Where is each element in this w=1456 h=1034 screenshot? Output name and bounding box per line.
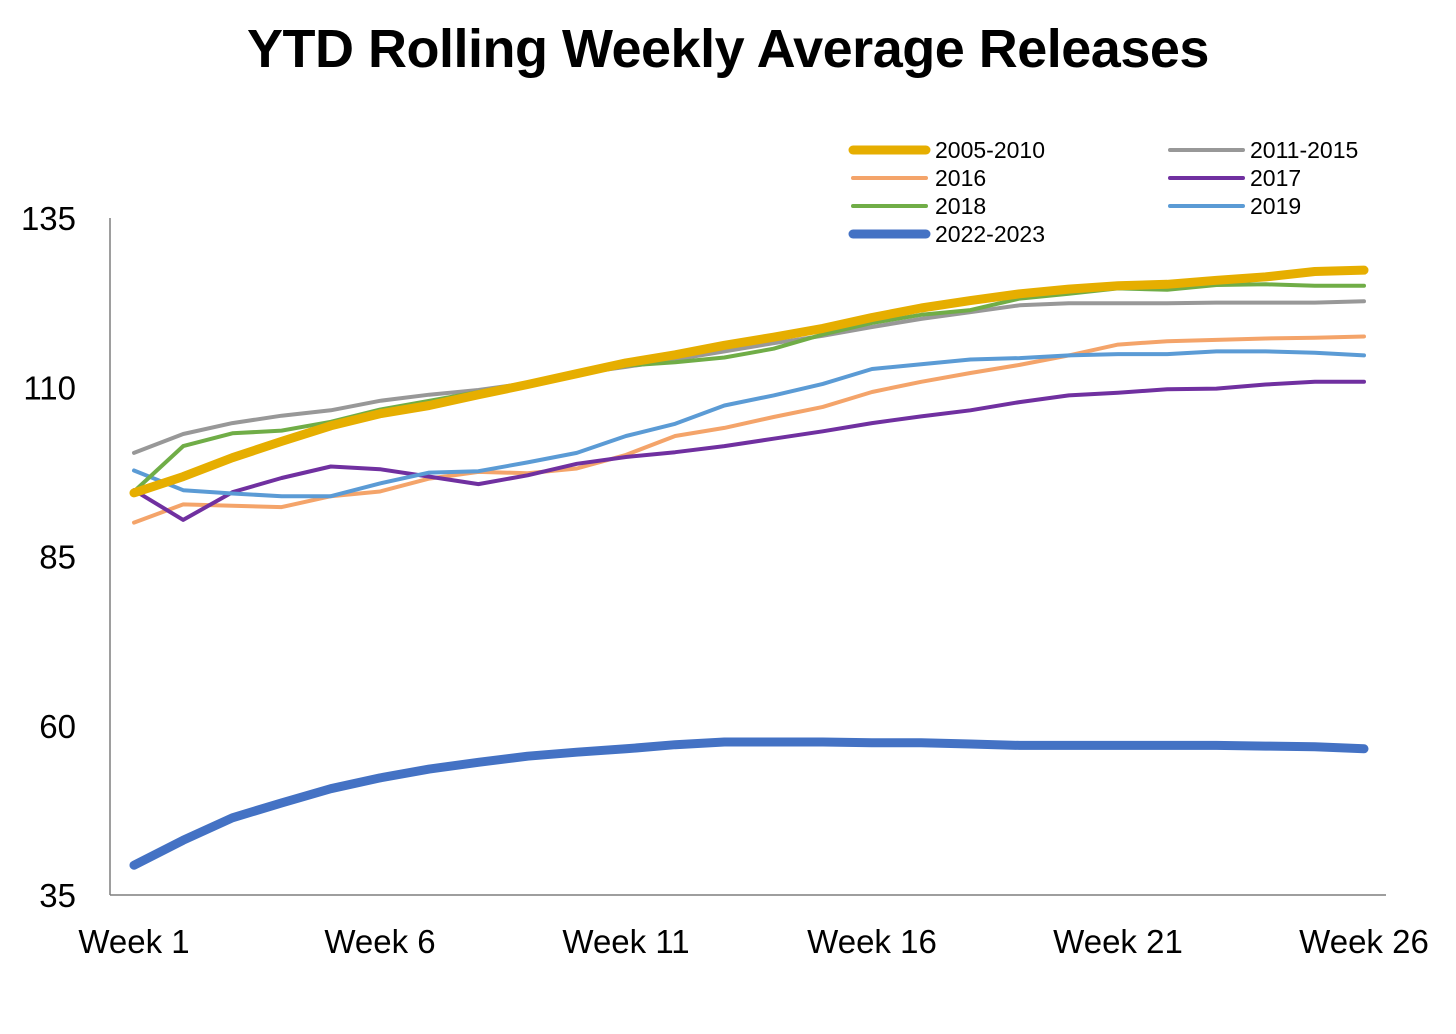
x-tick-label: Week 6 (324, 923, 435, 960)
legend-label: 2017 (1250, 165, 1301, 191)
y-tick-label: 85 (39, 539, 76, 576)
series-line-2011-2015 (132, 299, 1366, 455)
x-tick-label: Week 1 (78, 923, 189, 960)
y-tick-label: 110 (23, 369, 76, 406)
series-line-2017 (132, 379, 1366, 522)
y-tick-label: 135 (21, 200, 76, 237)
legend-label: 2018 (935, 193, 986, 219)
legend-label: 2022-2023 (935, 221, 1045, 247)
series-layer (129, 265, 1369, 870)
series-line-2019 (132, 349, 1366, 499)
legend-label: 2005-2010 (935, 137, 1045, 163)
chart-title: YTD Rolling Weekly Average Releases (247, 19, 1209, 79)
x-tick-label: Week 11 (562, 923, 689, 960)
legend-label: 2016 (935, 165, 986, 191)
x-tick-label: Week 26 (1299, 923, 1429, 960)
y-tick-label: 35 (39, 877, 76, 914)
series-line-2022-2023 (129, 737, 1369, 870)
series-line-2005-2010 (129, 265, 1369, 498)
chart-axes: 35 60 85 110 135 Week 1 Week 6 Week 11 Week 16 We… (21, 200, 1429, 960)
chart-legend: 2005-2010 2011-2015 2016 2017 2018 2019 2022-2… (848, 137, 1358, 247)
legend-label: 2011-2015 (1250, 137, 1358, 163)
x-tick-label: Week 16 (807, 923, 937, 960)
y-tick-label: 60 (39, 708, 76, 745)
legend-label: 2019 (1250, 193, 1301, 219)
x-tick-label: Week 21 (1053, 923, 1183, 960)
